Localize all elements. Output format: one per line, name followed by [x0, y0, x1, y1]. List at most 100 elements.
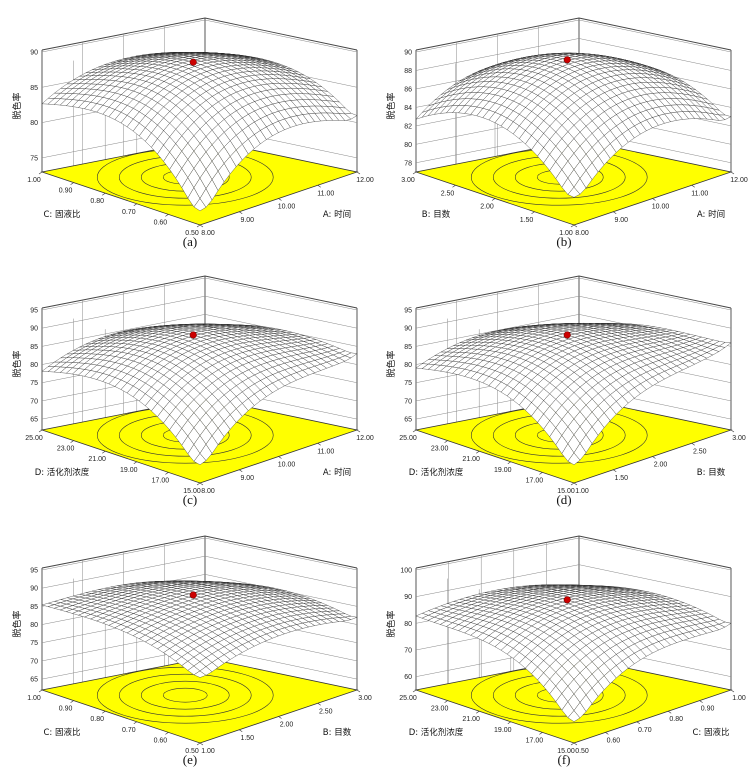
surface-cell: [718, 342, 732, 348]
wall-gridline: [41, 537, 358, 571]
y-tick-mark: [165, 214, 169, 217]
response-surface: [415, 323, 732, 466]
x-tick-mark: [668, 710, 672, 714]
y-tick-label: 17.00: [526, 737, 544, 744]
y-tick-label: 21.00: [462, 716, 480, 723]
z-tick-label: 90: [404, 50, 412, 57]
x-axis-label: B: 目数: [323, 727, 352, 738]
z-tick-label: 86: [404, 86, 412, 93]
surface-cell: [344, 352, 358, 359]
y-tick-label: 1.00: [559, 230, 573, 237]
y-tick-label: 17.00: [152, 477, 170, 484]
y-tick-label: 0.90: [59, 188, 73, 195]
z-tick-label: 95: [30, 308, 38, 315]
y-tick-label: 25.00: [399, 695, 417, 702]
z-tick-label: 75: [30, 380, 38, 387]
z-tick-label: 85: [30, 344, 38, 351]
y-tick-mark: [539, 732, 543, 735]
z-tick-label: 80: [30, 120, 38, 127]
x-tick-label: 8.00: [201, 230, 215, 237]
panel-caption: (e): [183, 752, 197, 767]
box-top-edge: [415, 535, 732, 569]
x-tick-label: 11.00: [317, 448, 334, 455]
z-tick-label: 80: [30, 362, 38, 369]
panel-caption: (d): [556, 492, 571, 507]
y-tick-mark: [476, 450, 480, 454]
response-surface: [415, 584, 732, 722]
x-tick-label: 2.00: [280, 722, 294, 729]
z-tick-label: 70: [30, 398, 38, 405]
y-axis-label: D: 活化剂浓度: [409, 467, 464, 478]
x-tick-mark: [730, 171, 735, 175]
wall-gridline: [41, 19, 358, 53]
z-tick-label: 65: [404, 417, 412, 424]
z-axis-label: 脱色率: [11, 610, 23, 637]
surface-cell: [344, 616, 358, 620]
wall-gridline: [41, 314, 358, 347]
x-tick-label: 10.00: [652, 204, 670, 211]
z-tick-label: 85: [30, 85, 38, 92]
x-tick-label: 0.80: [669, 716, 683, 723]
response-surface: [415, 52, 732, 198]
x-tick-mark: [239, 729, 243, 732]
z-tick-label: 85: [404, 344, 412, 351]
z-axis-label: 脱色率: [385, 610, 397, 637]
z-tick-label: 80: [404, 621, 412, 628]
z-axis-label: 脱色率: [11, 92, 23, 119]
x-tick-mark: [278, 198, 282, 201]
x-tick-label: 8.00: [575, 230, 589, 237]
y-tick-mark: [412, 429, 417, 433]
y-tick-label: 23.00: [57, 446, 75, 453]
x-tick-label: 12.00: [356, 177, 374, 184]
z-tick-label: 100: [400, 568, 412, 575]
y-tick-mark: [476, 710, 480, 714]
box-top-edge: [41, 275, 358, 309]
y-tick-mark: [165, 472, 169, 475]
x-tick-label: 3.00: [732, 435, 746, 442]
y-tick-label: 21.00: [462, 456, 480, 463]
y-tick-label: 0.70: [122, 209, 136, 216]
y-tick-label: 19.00: [494, 727, 512, 734]
surface-cell: [718, 114, 732, 120]
x-tick-mark: [199, 482, 204, 486]
optimum-point-marker: [563, 56, 571, 64]
wall-gridline: [415, 19, 732, 53]
y-tick-label: 0.60: [154, 737, 168, 744]
optimum-point-marker: [563, 596, 571, 604]
y-tick-label: 2.00: [480, 204, 494, 211]
x-tick-label: 9.00: [240, 475, 254, 482]
x-tick-mark: [278, 456, 282, 459]
x-tick-mark: [652, 456, 656, 459]
chart-panel-1: 75 80 85 90 脱色率 8.00 9.00 10.00 11.00 12.00 A: 时间 0…: [11, 17, 374, 249]
y-tick-label: 0.80: [90, 198, 104, 205]
y-tick-label: 0.50: [185, 230, 199, 237]
y-tick-mark: [133, 203, 137, 207]
x-tick-mark: [691, 185, 695, 188]
optimum-point-marker: [563, 331, 571, 339]
y-tick-label: 0.60: [154, 219, 168, 226]
y-tick-mark: [102, 192, 106, 196]
y-axis-label: D: 活化剂浓度: [35, 467, 90, 478]
panel-caption: (f): [558, 752, 571, 767]
z-tick-label: 80: [404, 362, 412, 369]
y-tick-mark: [196, 482, 201, 486]
chart-panel-3: 65 70 75 80 85 90 95 脱色率 8.00 9.00 10.00 11.00 12.00…: [11, 275, 374, 507]
x-axis-label: A: 时间: [323, 209, 351, 220]
x-tick-label: 0.50: [575, 748, 589, 755]
contour-line: [140, 680, 230, 710]
z-tick-label: 65: [30, 417, 38, 424]
x-tick-mark: [199, 224, 204, 228]
box-top-edge: [41, 535, 358, 569]
y-tick-label: 19.00: [494, 467, 512, 474]
x-tick-mark: [605, 732, 609, 735]
x-tick-label: 2.00: [654, 462, 668, 469]
x-tick-label: 10.00: [278, 204, 296, 211]
z-tick-label: 90: [30, 326, 38, 333]
x-tick-label: 8.00: [201, 488, 215, 495]
box-top-edge: [41, 17, 358, 51]
y-tick-mark: [38, 429, 43, 433]
z-axis-label: 脱色率: [385, 92, 397, 119]
x-tick-mark: [317, 185, 321, 188]
x-tick-mark: [636, 721, 640, 725]
x-axis-label: A: 时间: [697, 209, 725, 220]
